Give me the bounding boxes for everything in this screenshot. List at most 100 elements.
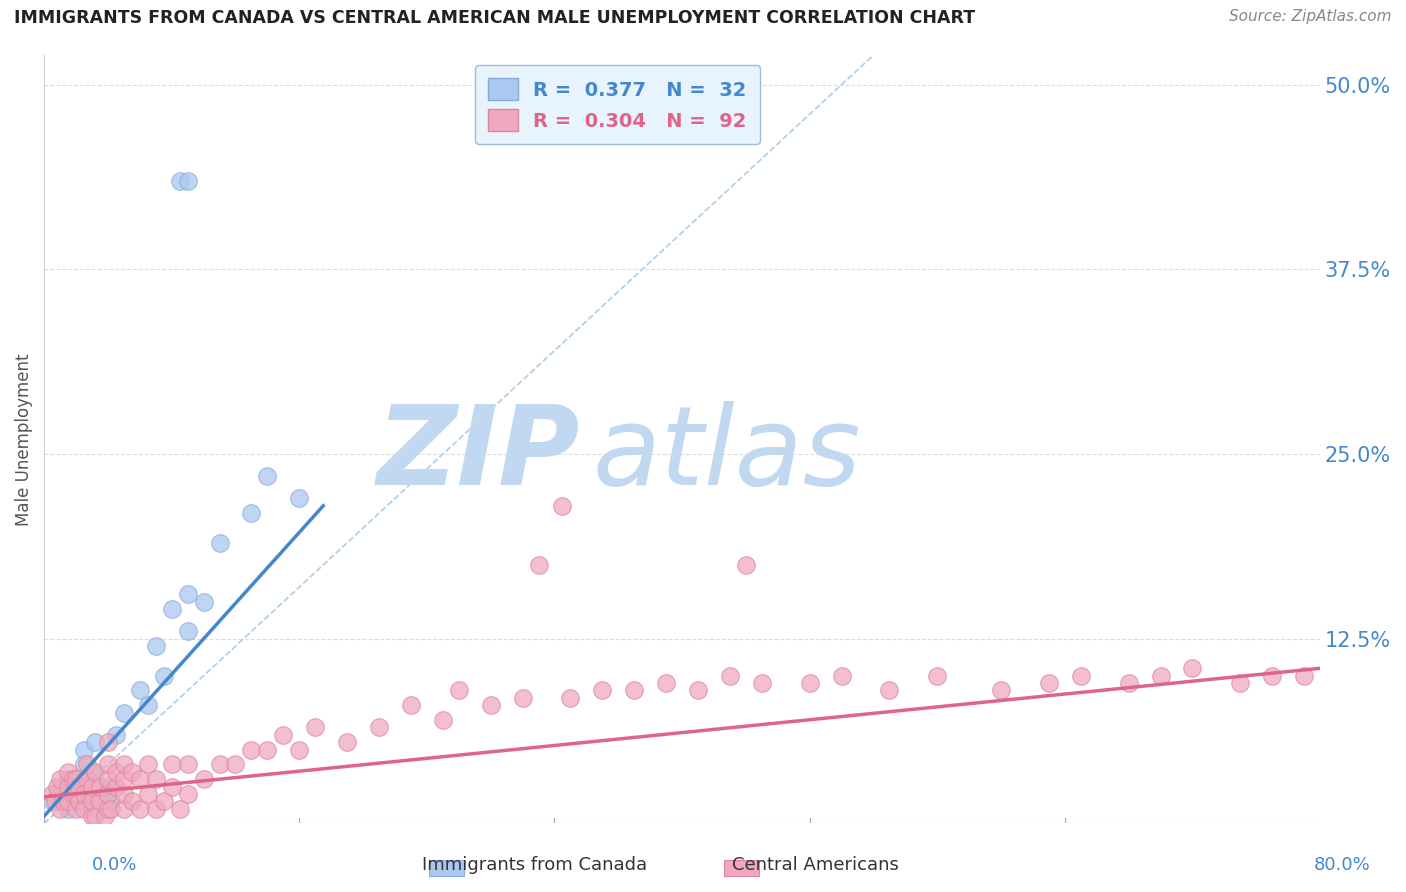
Point <box>208 535 231 549</box>
Point <box>1261 669 1284 683</box>
Point <box>224 757 246 772</box>
Point <box>160 757 183 772</box>
Point <box>65 787 87 801</box>
Point <box>152 669 174 683</box>
Point <box>176 757 198 772</box>
Point <box>56 764 79 779</box>
Point <box>56 780 79 794</box>
Point <box>1181 661 1204 675</box>
Point <box>49 787 72 801</box>
Point <box>56 794 79 808</box>
Point <box>97 772 120 786</box>
Point <box>56 802 79 816</box>
Point <box>112 802 135 816</box>
Point <box>399 698 422 713</box>
Point <box>104 780 127 794</box>
Point <box>551 499 574 513</box>
Point <box>447 683 470 698</box>
Point <box>1149 669 1171 683</box>
Point <box>121 794 143 808</box>
Point <box>256 742 278 756</box>
Point <box>527 558 550 572</box>
Point <box>240 506 263 520</box>
Point <box>80 794 103 808</box>
Point <box>479 698 502 713</box>
Point <box>208 757 231 772</box>
Point <box>193 595 215 609</box>
Point <box>65 802 87 816</box>
Point <box>1118 676 1140 690</box>
Point <box>65 780 87 794</box>
Point <box>432 713 454 727</box>
Point <box>112 772 135 786</box>
Point <box>62 794 84 808</box>
Point <box>41 794 63 808</box>
Point <box>512 690 534 705</box>
Point <box>169 802 191 816</box>
Point <box>62 772 84 786</box>
Point <box>112 706 135 720</box>
Point <box>1038 676 1060 690</box>
Point <box>80 764 103 779</box>
Point <box>52 780 75 794</box>
Point <box>49 802 72 816</box>
Point <box>734 558 756 572</box>
Point <box>73 742 96 756</box>
Point <box>879 683 901 698</box>
Point <box>89 794 111 808</box>
Point <box>76 772 98 786</box>
Point <box>104 728 127 742</box>
Point <box>152 794 174 808</box>
Point <box>84 764 107 779</box>
Y-axis label: Male Unemployment: Male Unemployment <box>15 353 32 525</box>
Point <box>49 772 72 786</box>
Point <box>100 794 122 808</box>
Text: 80.0%: 80.0% <box>1315 856 1371 874</box>
Point <box>97 735 120 749</box>
Point <box>623 683 645 698</box>
Point <box>73 787 96 801</box>
Point <box>52 794 75 808</box>
Point <box>591 683 613 698</box>
Point <box>100 802 122 816</box>
Text: Immigrants from Canada: Immigrants from Canada <box>422 856 647 874</box>
Point <box>336 735 359 749</box>
Text: ZIP: ZIP <box>377 401 581 508</box>
Point <box>73 787 96 801</box>
Point <box>97 802 120 816</box>
Point <box>93 809 115 823</box>
Point <box>145 772 167 786</box>
Point <box>176 174 198 188</box>
Point <box>831 669 853 683</box>
Point <box>718 669 741 683</box>
Point <box>41 787 63 801</box>
Point <box>80 780 103 794</box>
Point <box>169 174 191 188</box>
Point <box>240 742 263 756</box>
Point <box>193 772 215 786</box>
Point <box>112 787 135 801</box>
Point <box>67 780 90 794</box>
Point <box>45 780 67 794</box>
Point <box>655 676 678 690</box>
Point <box>136 787 159 801</box>
Point <box>97 780 120 794</box>
Point <box>89 780 111 794</box>
Point <box>56 772 79 786</box>
Point <box>112 757 135 772</box>
Point <box>176 587 198 601</box>
Point <box>62 787 84 801</box>
Point <box>76 757 98 772</box>
Point <box>145 639 167 653</box>
Point <box>65 772 87 786</box>
Point <box>67 772 90 786</box>
Point <box>160 780 183 794</box>
Point <box>799 676 821 690</box>
Point <box>368 721 391 735</box>
Point <box>256 469 278 483</box>
Point <box>73 757 96 772</box>
Point <box>80 809 103 823</box>
Point <box>97 787 120 801</box>
Point <box>84 735 107 749</box>
Point <box>927 669 949 683</box>
